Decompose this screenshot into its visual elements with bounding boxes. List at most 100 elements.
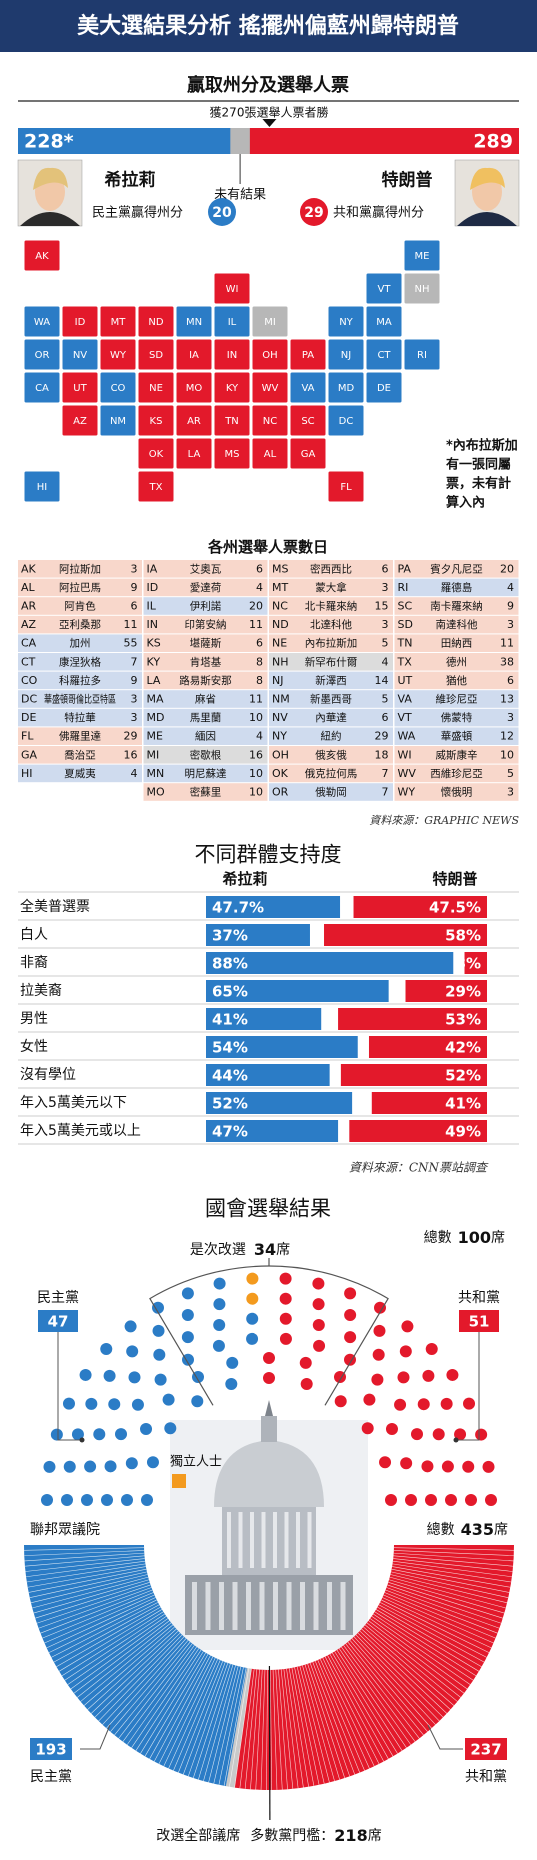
seat-divider (347, 1641, 424, 1736)
support-bar (206, 980, 389, 1002)
state-votes: 10 (500, 748, 514, 761)
table-cell (18, 727, 142, 745)
state-code: RI (417, 350, 427, 361)
series-header: 希拉莉 (222, 870, 267, 888)
table-cell (269, 653, 393, 671)
table-cell (269, 708, 393, 727)
seat-divider (332, 1652, 394, 1757)
portrait-hair (33, 167, 68, 190)
state-votes: 38 (500, 655, 514, 668)
seat-divider (193, 1663, 231, 1779)
seat-divider (24, 1550, 145, 1556)
table-cell (18, 746, 142, 764)
seat-divider (341, 1646, 412, 1745)
seat-divider (296, 1666, 325, 1784)
value-label: 47.7% (212, 899, 264, 917)
senate-seat (373, 1324, 386, 1337)
seat-divider (393, 1558, 513, 1572)
seat-divider (393, 1555, 514, 1567)
table-cell (394, 597, 519, 615)
state-name: 田納西 (441, 637, 473, 650)
state-tile (327, 404, 365, 437)
state-votes: 7 (382, 767, 389, 780)
state-code: UT (398, 674, 413, 687)
state-name: 馬里蘭 (190, 711, 222, 724)
label-value: 435 (461, 1520, 494, 1539)
state-votes: 10 (249, 711, 263, 724)
seat-divider (371, 1616, 471, 1685)
state-code: LA (147, 674, 161, 687)
senate-seat (422, 1369, 435, 1382)
state-code: TN (224, 416, 239, 427)
state-code: MD (338, 383, 355, 394)
state-name: 亞利桑那 (59, 619, 101, 631)
seat-divider (135, 1649, 202, 1751)
state-code: ME (415, 251, 430, 262)
senate-seat (213, 1277, 226, 1290)
support-bar (464, 952, 487, 974)
leader-line (456, 1332, 480, 1441)
seat-divider (24, 1547, 145, 1551)
value-label: 37% (212, 927, 248, 945)
leader-line (427, 1724, 463, 1750)
label-value: 100 (458, 1228, 491, 1247)
state-tile (175, 437, 213, 470)
state-code: MT (111, 317, 127, 328)
seat-divider (33, 1579, 150, 1614)
state-name: 特拉華 (64, 711, 96, 724)
state-tile (175, 338, 213, 371)
seat-divider (255, 1669, 263, 1790)
state-votes: 6 (382, 562, 389, 575)
senate-seat (279, 1292, 292, 1305)
state-tile (175, 371, 213, 404)
senate-seat (140, 1423, 153, 1435)
seat-divider (64, 1613, 165, 1681)
table-cell (394, 708, 519, 727)
state-votes: 14 (375, 674, 389, 687)
state-tile (213, 338, 251, 371)
senate-seat (226, 1356, 239, 1369)
capitol-column (250, 1512, 254, 1568)
state-code: SC (398, 600, 413, 613)
leader-dot (79, 1437, 85, 1443)
map-note: 票，未有計 (446, 476, 511, 492)
senate-seat (263, 1352, 275, 1364)
state-name: 夏威夷 (64, 767, 96, 780)
state-tile (137, 470, 175, 503)
seat-divider (94, 1632, 181, 1718)
seat-divider (244, 1669, 258, 1789)
state-name: 路易斯安那 (179, 674, 232, 687)
label-text: 改選全部議席 (156, 1827, 240, 1844)
senate-seat (344, 1287, 357, 1300)
table-cell (394, 615, 519, 634)
senate-seat (363, 1393, 376, 1406)
support-bar (340, 1064, 487, 1086)
state-code: TX (397, 655, 413, 668)
senate-seat (126, 1345, 139, 1358)
state-tile (327, 371, 365, 404)
seat-divider (83, 1626, 175, 1706)
state-name: 北卡羅來納 (305, 600, 358, 613)
table-cell (143, 560, 268, 578)
seat-divider (27, 1566, 146, 1588)
value-label: 52% (212, 1095, 248, 1113)
state-name: 蒙大拿 (315, 581, 347, 594)
value-label: 47.5% (429, 899, 481, 917)
state-votes: 18 (375, 748, 389, 761)
senate-seat (101, 1494, 113, 1506)
seat-divider (319, 1658, 370, 1769)
state-name: 艾奧瓦 (190, 562, 222, 575)
state-code: NE (149, 383, 163, 394)
seat-divider (387, 1584, 502, 1624)
senate-seat (246, 1332, 259, 1345)
senate-seat (463, 1397, 476, 1410)
capitol-column (340, 1582, 346, 1630)
state-votes: 10 (249, 767, 263, 780)
senate-seat (401, 1320, 414, 1333)
seat-box (38, 1310, 78, 1332)
state-code: WY (398, 786, 416, 799)
state-votes: 11 (500, 637, 514, 650)
seat-box (30, 1738, 72, 1760)
senate-seat (93, 1428, 106, 1441)
